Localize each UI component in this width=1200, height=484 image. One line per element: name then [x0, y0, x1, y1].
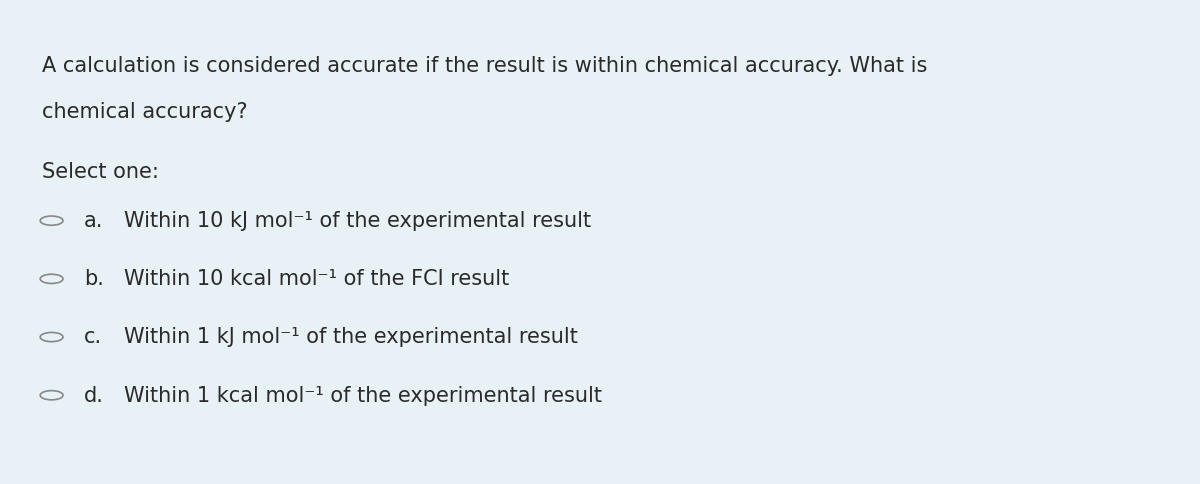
Text: A calculation is considered accurate if the result is within chemical accuracy. : A calculation is considered accurate if … [42, 56, 928, 76]
Text: chemical accuracy?: chemical accuracy? [42, 102, 247, 121]
Text: Within 1 kcal mol⁻¹ of the experimental result: Within 1 kcal mol⁻¹ of the experimental … [124, 385, 601, 405]
Text: Within 1 kJ mol⁻¹ of the experimental result: Within 1 kJ mol⁻¹ of the experimental re… [124, 327, 577, 347]
Text: d.: d. [84, 385, 104, 405]
Text: Within 10 kcal mol⁻¹ of the FCI result: Within 10 kcal mol⁻¹ of the FCI result [124, 269, 509, 288]
Text: b.: b. [84, 269, 104, 288]
Text: c.: c. [84, 327, 102, 347]
Text: Select one:: Select one: [42, 162, 158, 182]
Text: a.: a. [84, 211, 103, 230]
Text: Within 10 kJ mol⁻¹ of the experimental result: Within 10 kJ mol⁻¹ of the experimental r… [124, 211, 590, 230]
